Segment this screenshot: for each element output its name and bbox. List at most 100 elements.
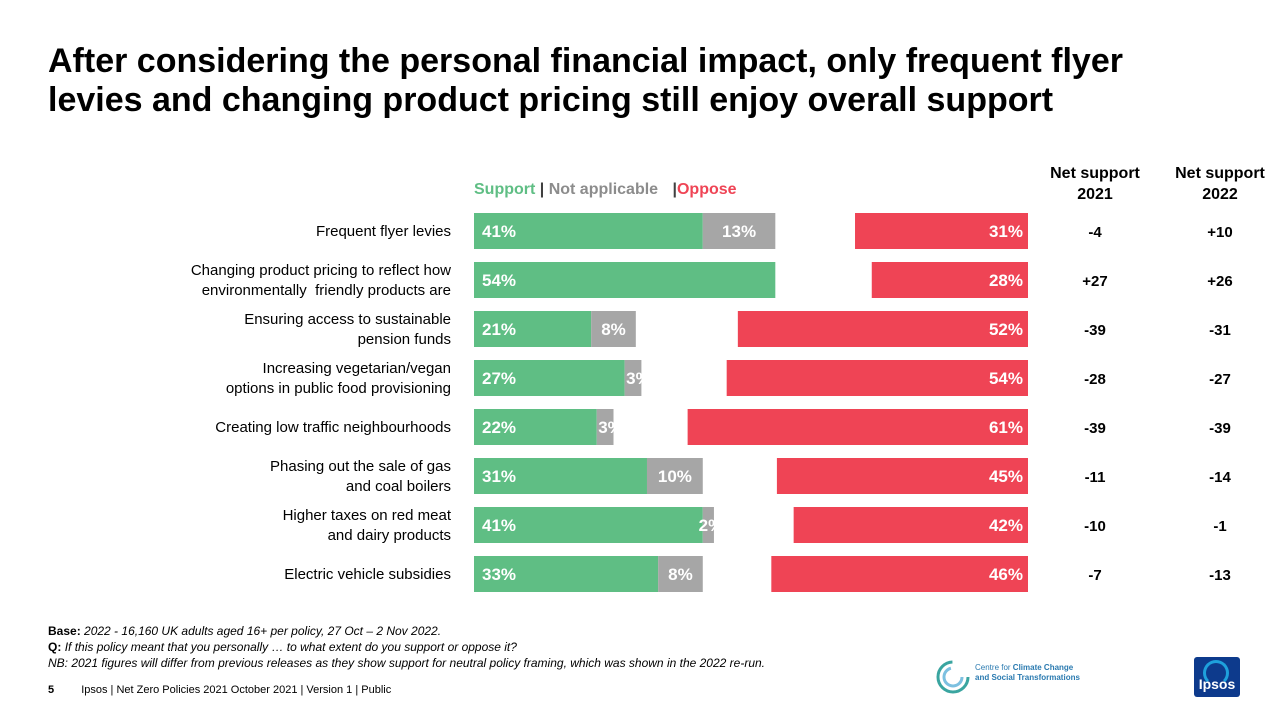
oppose-bar (687, 409, 1028, 445)
support-bar (474, 556, 659, 592)
support-bar (474, 213, 703, 249)
net-support-2021-value: -10 (1084, 518, 1106, 535)
not-applicable-bar (646, 458, 703, 494)
support-label: 31% (482, 467, 516, 486)
oppose-label: 61% (989, 418, 1023, 437)
not-applicable-bar (702, 213, 776, 249)
support-label: 54% (482, 271, 516, 290)
base-label: Base: (48, 624, 81, 638)
not-applicable-bar (591, 311, 636, 347)
category-label: Changing product pricing to reflect how e… (191, 262, 451, 299)
net-support-2022-value: -1 (1213, 518, 1226, 535)
net-support-2021-value: -28 (1084, 371, 1106, 388)
oppose-label: 31% (989, 222, 1023, 241)
oppose-label: 54% (989, 369, 1023, 388)
legend-oppose: Oppose (676, 181, 737, 198)
header-line: Net support (1050, 165, 1140, 182)
legend-separator: | (535, 181, 549, 198)
footer: 5 Ipsos | Net Zero Policies 2021 October… (48, 684, 391, 696)
category-label: Ensuring access to sustainable pension fu… (244, 311, 451, 348)
net-support-2021-value: -39 (1084, 420, 1106, 437)
net-support-2021-value: -7 (1088, 567, 1101, 584)
category-label: Frequent flyer levies (316, 223, 451, 240)
not-applicable-bar (702, 507, 714, 543)
cctst-line1b: Climate Change (1012, 663, 1074, 672)
net-support-2022-value: -31 (1209, 322, 1231, 339)
not-applicable-bar (596, 409, 614, 445)
footnotes: Base: 2022 - 16,160 UK adults aged 16+ p… (48, 623, 765, 671)
oppose-bar (871, 262, 1028, 298)
net-support-2021-value: -4 (1088, 224, 1102, 241)
cctst-logo: Centre for Climate Change and Social Tra… (935, 659, 1085, 699)
support-label: 22% (482, 418, 516, 437)
nb-text: NB: 2021 figures will differ from previo… (48, 656, 766, 670)
legend-separator: | (668, 181, 677, 198)
question-text: If this policy meant that you personally… (64, 640, 517, 654)
oppose-label: 52% (989, 320, 1023, 339)
page-title: After considering the personal financial… (48, 42, 1123, 119)
net-support-2022-value: -39 (1209, 420, 1231, 437)
category-label: Higher taxes on red meat and dairy produc… (283, 507, 452, 544)
not-applicable-label: 3% (626, 369, 651, 388)
category-label: Electric vehicle subsidies (284, 566, 451, 583)
support-label: 41% (482, 516, 516, 535)
net-support-2022-value: -14 (1209, 469, 1231, 486)
cctst-logo-text: Centre for Climate Change and Social Tra… (975, 663, 1080, 683)
header-line: 2021 (1077, 186, 1113, 203)
net-support-2021-value: +27 (1082, 273, 1107, 290)
not-applicable-label: 8% (601, 320, 626, 339)
ipsos-ring-icon (1203, 660, 1229, 686)
not-applicable-label: 2% (699, 516, 724, 535)
support-bar (474, 262, 776, 298)
footer-text: Ipsos | Net Zero Policies 2021 October 2… (81, 684, 392, 696)
oppose-label: 28% (989, 271, 1023, 290)
oppose-label: 42% (989, 516, 1023, 535)
oppose-bar (855, 213, 1028, 249)
legend-not-applicable: Not applicable (548, 181, 659, 198)
cctst-line1a: Centre for (975, 663, 1013, 672)
cctst-logo-mark-icon (936, 660, 970, 694)
header-line: 2022 (1202, 186, 1238, 203)
support-label: 33% (482, 565, 516, 584)
oppose-bar (726, 360, 1028, 396)
oppose-bar (793, 507, 1028, 543)
net-support-2021-value: -39 (1084, 322, 1106, 339)
oppose-bar (771, 556, 1028, 592)
support-bar (474, 458, 647, 494)
not-applicable-bar (624, 360, 642, 396)
net-support-2022-value: -13 (1209, 567, 1231, 584)
not-applicable-label: 3% (598, 418, 623, 437)
base-text: 2022 - 16,160 UK adults aged 16+ per pol… (84, 624, 442, 638)
page-number: 5 (48, 684, 55, 696)
category-label: Creating low traffic neighbourhoods (215, 419, 451, 436)
oppose-bar (737, 311, 1028, 347)
support-bar (474, 409, 597, 445)
oppose-label: 46% (989, 565, 1023, 584)
net-support-2021-header: Net support 2021 (1040, 163, 1150, 205)
not-applicable-label: 8% (668, 565, 693, 584)
support-label: 21% (482, 320, 516, 339)
net-support-2021-value: -11 (1085, 469, 1106, 486)
support-label: 41% (482, 222, 516, 241)
cctst-line2: and Social Transformations (975, 673, 1080, 682)
net-support-2022-value: +26 (1207, 273, 1232, 290)
not-applicable-bar (658, 556, 703, 592)
net-support-2022-value: +10 (1207, 224, 1232, 241)
chart-legend: Support | Not applicable |Oppose (474, 181, 737, 199)
header-line: Net support (1175, 165, 1265, 182)
ipsos-logo-text: Ipsos (1198, 676, 1236, 692)
support-bar (474, 360, 625, 396)
legend-support: Support (474, 181, 536, 198)
support-bar (474, 507, 703, 543)
support-label: 27% (482, 369, 516, 388)
category-label: Phasing out the sale of gas and coal boil… (270, 458, 451, 495)
not-applicable-label: 10% (658, 467, 692, 486)
category-label: Increasing vegetarian/vegan options in pu… (226, 360, 451, 397)
ipsos-logo: Ipsos (1194, 657, 1240, 697)
not-applicable-label: 13% (722, 222, 756, 241)
net-support-2022-value: -27 (1209, 371, 1231, 388)
support-bar (474, 311, 592, 347)
net-support-2022-header: Net support 2022 (1165, 163, 1275, 205)
oppose-label: 45% (989, 467, 1023, 486)
